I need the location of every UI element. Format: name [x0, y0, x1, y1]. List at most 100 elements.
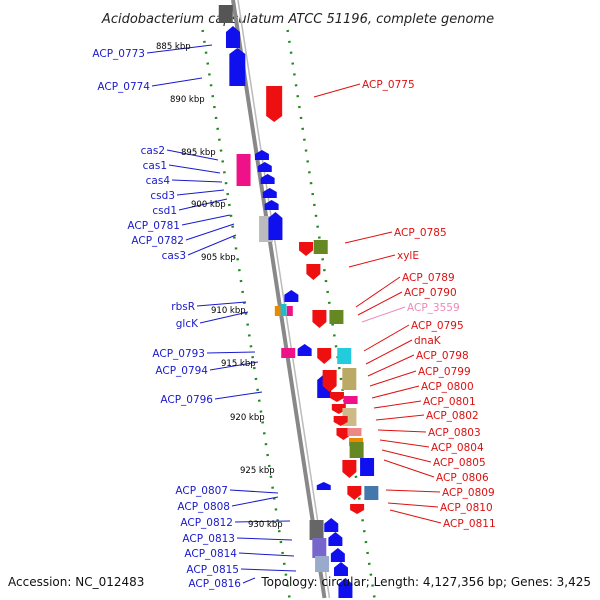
gene-label-right[interactable]: ACP_0805: [433, 457, 486, 469]
gene-label-right[interactable]: ACP_0775: [362, 79, 415, 91]
gene-label-left[interactable]: rbsR: [171, 301, 195, 313]
gene-block[interactable]: [262, 188, 277, 198]
gene-block[interactable]: [342, 368, 357, 390]
gene-block[interactable]: [350, 504, 365, 514]
gene-block[interactable]: [281, 348, 296, 358]
gene-label-left[interactable]: glcK: [176, 318, 199, 330]
gene-block[interactable]: [257, 162, 272, 172]
gene-label-right[interactable]: ACP_0806: [436, 472, 489, 484]
gene-label-right[interactable]: dnaK: [414, 335, 442, 347]
gene-block[interactable]: [347, 428, 362, 436]
gene-label-left[interactable]: cas4: [146, 175, 171, 187]
gene-block[interactable]: [264, 200, 279, 210]
gene-block[interactable]: [306, 264, 321, 280]
gene-block[interactable]: [312, 538, 327, 558]
gene-label-left[interactable]: ACP_0796: [160, 394, 213, 406]
gene-label-left[interactable]: ACP_0807: [175, 485, 228, 497]
leader-line: [365, 339, 413, 365]
gene-block[interactable]: [364, 486, 379, 500]
gene-block[interactable]: [342, 460, 357, 478]
leader-line: [238, 552, 295, 557]
gene-block[interactable]: [225, 26, 240, 48]
gene-block[interactable]: [236, 154, 251, 186]
gene-block[interactable]: [297, 344, 312, 356]
gene-block[interactable]: [316, 482, 331, 490]
gene-label-left[interactable]: csd3: [150, 190, 175, 202]
gene-block[interactable]: [286, 306, 293, 316]
gene-block[interactable]: [312, 310, 327, 328]
gene-block[interactable]: [331, 404, 346, 414]
gene-block[interactable]: [299, 242, 314, 256]
gene-label-right[interactable]: ACP_0801: [423, 396, 476, 408]
gene-label-left[interactable]: ACP_0808: [177, 501, 230, 513]
gene-label-left[interactable]: ACP_0794: [155, 365, 208, 377]
gene-label-left[interactable]: csd1: [152, 205, 177, 217]
gene-block[interactable]: [274, 306, 281, 316]
gene-block[interactable]: [315, 556, 330, 572]
gene-label-left[interactable]: ACP_0781: [127, 220, 180, 232]
leader-line: [363, 324, 410, 352]
gene-label-left[interactable]: ACP_0773: [92, 48, 145, 60]
gene-label-left[interactable]: ACP_0793: [152, 348, 205, 360]
gene-label-right[interactable]: ACP_0809: [442, 487, 495, 499]
gene-label-right[interactable]: ACP_3559: [407, 302, 460, 314]
gene-label-left[interactable]: ACP_0812: [180, 517, 233, 529]
gene-label-left[interactable]: cas1: [143, 160, 167, 172]
gene-block[interactable]: [280, 304, 287, 316]
leader-line: [229, 489, 279, 494]
gene-label-right[interactable]: ACP_0810: [440, 502, 493, 514]
gene-label-left[interactable]: ACP_0774: [97, 81, 150, 93]
gene-label-left[interactable]: cas2: [141, 145, 165, 157]
gene-block[interactable]: [329, 310, 344, 324]
gene-block[interactable]: [329, 392, 344, 402]
gene-block[interactable]: [266, 86, 283, 122]
gene-block[interactable]: [317, 348, 332, 364]
gene-label-right[interactable]: ACP_0790: [404, 287, 457, 299]
leader-lines: [146, 44, 442, 584]
gene-block[interactable]: [333, 416, 348, 426]
gene-block[interactable]: [338, 578, 353, 598]
gene-block[interactable]: [360, 458, 375, 476]
gene-label-right[interactable]: ACP_0800: [421, 381, 474, 393]
gene-block[interactable]: [322, 370, 337, 392]
gene-label-right[interactable]: ACP_0811: [443, 518, 496, 530]
gene-label-right[interactable]: ACP_0798: [416, 350, 469, 362]
gene-block[interactable]: [347, 486, 362, 500]
gene-block[interactable]: [324, 518, 339, 532]
gene-block[interactable]: [313, 240, 328, 254]
gene-label-left[interactable]: cas3: [162, 250, 186, 262]
gene-block[interactable]: [333, 562, 348, 576]
scale-labels: 885 kbp 890 kbp 895 kbp 900 kbp 905 kbp 910 k…: [156, 42, 283, 530]
gene-block[interactable]: [309, 520, 324, 540]
gene-label-right[interactable]: ACP_0804: [431, 442, 484, 454]
gene-block[interactable]: [336, 428, 351, 440]
gene-block[interactable]: [260, 174, 275, 184]
gene-label-right[interactable]: ACP_0785: [394, 227, 447, 239]
gene-block[interactable]: [337, 348, 352, 364]
leader-line: [375, 414, 425, 421]
gene-label-left[interactable]: ACP_0782: [131, 235, 184, 247]
accession-text: Accession: NC_012483: [8, 575, 144, 589]
gene-label-right[interactable]: ACP_0803: [428, 427, 481, 439]
gene-block[interactable]: [284, 290, 299, 302]
gene-block[interactable]: [229, 48, 246, 86]
gene-label-right[interactable]: ACP_0799: [418, 366, 471, 378]
gene-label-left[interactable]: ACP_0816: [188, 578, 241, 590]
gene-label-left[interactable]: ACP_0815: [186, 564, 239, 576]
gene-label-left[interactable]: ACP_0814: [184, 548, 237, 560]
gene-block[interactable]: [268, 212, 283, 240]
leader-line: [187, 234, 237, 256]
gene-label-right[interactable]: ACP_0795: [411, 320, 464, 332]
scale-label: 915 kbp: [221, 359, 256, 369]
gene-block[interactable]: [343, 396, 358, 404]
gene-block[interactable]: [330, 548, 345, 562]
gene-label-right[interactable]: ACP_0789: [402, 272, 455, 284]
gene-block[interactable]: [218, 5, 233, 23]
gene-label-right[interactable]: ACP_0802: [426, 410, 479, 422]
gene-block[interactable]: [254, 150, 269, 160]
leader-line: [166, 149, 219, 161]
gene-block[interactable]: [328, 532, 343, 546]
gene-label-left[interactable]: ACP_0813: [182, 533, 235, 545]
gene-label-right[interactable]: xylE: [397, 250, 419, 262]
gene-block[interactable]: [349, 442, 364, 458]
